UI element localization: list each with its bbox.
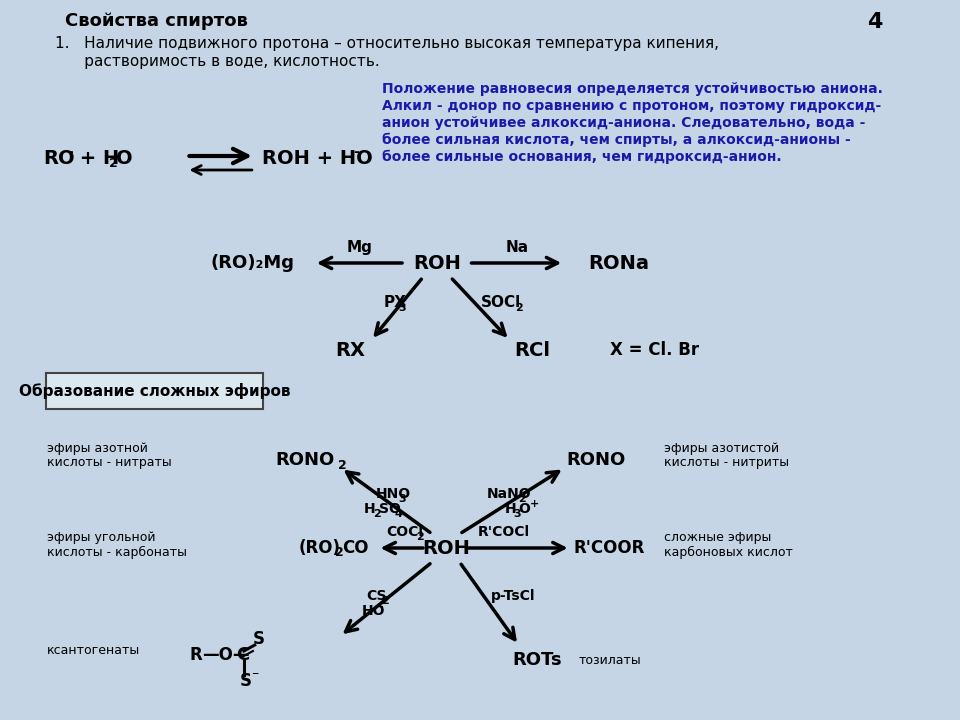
Text: карбоновых кислот: карбоновых кислот: [664, 546, 793, 559]
Text: анион устойчивее алкоксид-аниона. Следовательно, вода -: анион устойчивее алкоксид-аниона. Следов…: [382, 116, 866, 130]
Text: Положение равновесия определяется устойчивостью аниона.: Положение равновесия определяется устойч…: [382, 82, 883, 96]
Text: эфиры азотной: эфиры азотной: [47, 441, 148, 454]
Text: PX: PX: [384, 294, 407, 310]
Text: более сильная кислота, чем спирты, а алкоксид-анионы -: более сильная кислота, чем спирты, а алк…: [382, 133, 851, 148]
Text: COCl: COCl: [387, 525, 423, 539]
Text: R'COOR: R'COOR: [573, 539, 645, 557]
Text: тозилаты: тозилаты: [579, 654, 641, 667]
Text: 2: 2: [109, 156, 118, 169]
Text: RO: RO: [43, 148, 75, 168]
Text: HO: HO: [362, 604, 386, 618]
Text: ROH: ROH: [422, 539, 469, 557]
Text: -: -: [378, 602, 383, 612]
Text: 2: 2: [416, 532, 423, 542]
Text: ROH: ROH: [413, 253, 461, 272]
Text: RONO: RONO: [276, 451, 334, 469]
Text: более сильные основания, чем гидроксид-анион.: более сильные основания, чем гидроксид-а…: [382, 150, 781, 164]
Text: 2: 2: [381, 596, 389, 606]
Text: SO: SO: [378, 502, 400, 516]
Text: (RO)₂Mg: (RO)₂Mg: [211, 254, 295, 272]
Text: Свойства спиртов: Свойства спиртов: [65, 12, 249, 30]
Text: эфиры азотистой: эфиры азотистой: [664, 441, 780, 454]
Text: CO: CO: [342, 539, 369, 557]
Text: X = Cl. Br: X = Cl. Br: [610, 341, 699, 359]
Text: Na: Na: [505, 240, 528, 254]
Text: -: -: [353, 145, 359, 159]
Text: Образование сложных эфиров: Образование сложных эфиров: [19, 383, 291, 399]
Text: ROH + HO: ROH + HO: [262, 148, 372, 168]
Text: сложные эфиры: сложные эфиры: [664, 531, 772, 544]
Text: R'COCl: R'COCl: [478, 525, 530, 539]
Text: H: H: [505, 502, 516, 516]
Text: 3: 3: [514, 509, 521, 519]
Text: 4: 4: [395, 509, 403, 519]
FancyBboxPatch shape: [46, 373, 263, 409]
Text: 2: 2: [515, 303, 523, 313]
Text: RONa: RONa: [588, 253, 649, 272]
Text: ⁻: ⁻: [252, 669, 258, 683]
Text: кислоты - нитраты: кислоты - нитраты: [47, 456, 172, 469]
Text: 3: 3: [398, 303, 406, 313]
Text: (RO): (RO): [299, 539, 341, 557]
Text: HNO: HNO: [375, 487, 411, 501]
Text: 1.   Наличие подвижного протона – относительно высокая температура кипения,: 1. Наличие подвижного протона – относите…: [55, 36, 718, 51]
Text: кислоты - карбонаты: кислоты - карбонаты: [47, 546, 187, 559]
Text: O: O: [518, 502, 531, 516]
Text: H: H: [364, 502, 375, 516]
Text: S: S: [240, 672, 252, 690]
Text: p-TsCl: p-TsCl: [492, 589, 536, 603]
Text: S: S: [252, 630, 265, 648]
Text: CS: CS: [367, 589, 387, 603]
Text: NaNO: NaNO: [487, 487, 532, 501]
Text: —O—: —O—: [202, 646, 250, 664]
Text: ROTs: ROTs: [512, 651, 562, 669]
Text: ксантогенаты: ксантогенаты: [47, 644, 140, 657]
Text: Алкил - донор по сравнению с протоном, поэтому гидроксид-: Алкил - донор по сравнению с протоном, п…: [382, 99, 881, 113]
Text: RONO: RONO: [566, 451, 626, 469]
Text: RX: RX: [335, 341, 366, 359]
Text: O: O: [116, 148, 133, 168]
Text: 2: 2: [338, 459, 347, 472]
Text: +: +: [530, 499, 539, 509]
Text: RCl: RCl: [515, 341, 550, 359]
Text: эфиры угольной: эфиры угольной: [47, 531, 156, 544]
Text: кислоты - нитриты: кислоты - нитриты: [664, 456, 789, 469]
Text: 2: 2: [517, 494, 525, 504]
Text: 2: 2: [335, 546, 344, 559]
Text: C: C: [236, 646, 250, 664]
Text: 4: 4: [867, 12, 882, 32]
Text: + H: + H: [73, 148, 119, 168]
Text: R: R: [189, 646, 202, 664]
Text: 2: 2: [373, 509, 381, 519]
Text: 3: 3: [398, 494, 406, 504]
Text: -: -: [67, 145, 73, 159]
Text: SOCl: SOCl: [480, 294, 520, 310]
Text: растворимость в воде, кислотность.: растворимость в воде, кислотность.: [55, 54, 379, 69]
Text: Mg: Mg: [347, 240, 372, 254]
